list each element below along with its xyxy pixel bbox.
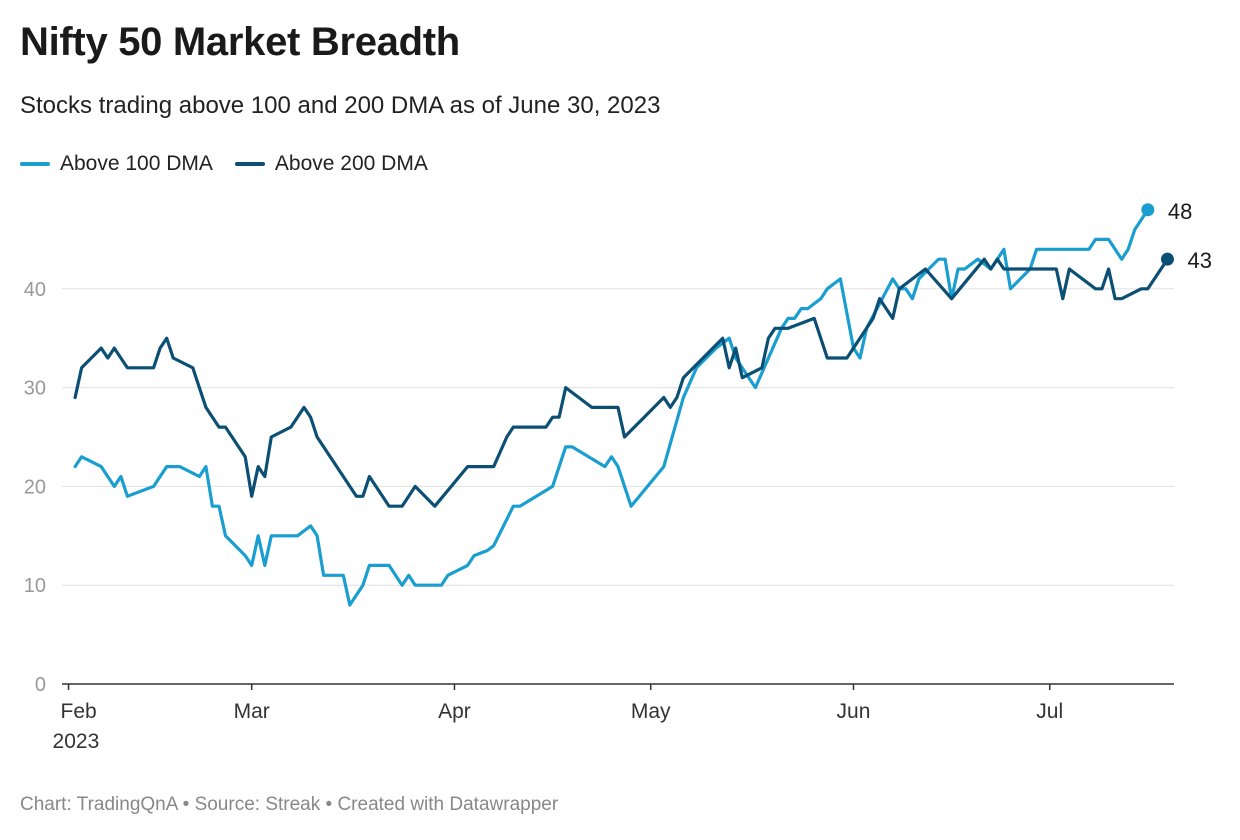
y-tick-label-10: 10 (24, 575, 46, 597)
series-line-above-200-dma (73, 257, 1170, 508)
legend-swatch-above-100 (20, 162, 50, 166)
chart-legend: Above 100 DMA Above 200 DMA (20, 152, 450, 176)
legend-swatch-above-200 (234, 162, 265, 166)
x-tick-label-mar: Mar (234, 700, 270, 723)
x-tick-label-apr: Apr (438, 700, 471, 723)
chart-title: Nifty 50 Market Breadth (20, 20, 460, 64)
y-tick-label-30: 30 (24, 378, 46, 400)
series-end-point-above-200-dma (1160, 252, 1174, 266)
x-tick-label-jul: Jul (1036, 700, 1063, 723)
x-tick-label-may: May (631, 700, 671, 723)
y-tick-label-40: 40 (24, 279, 46, 301)
legend-item-above-100: Above 100 DMA (20, 152, 213, 176)
legend-label-above-100: Above 100 DMA (60, 152, 213, 175)
legend-label-above-200: Above 200 DMA (274, 152, 428, 175)
x-tick-label-feb: Feb (61, 700, 97, 723)
series-end-label-above-200-dma: 43 (1187, 248, 1211, 273)
chart-footer: Chart: TradingQnA • Source: Streak • Cre… (20, 794, 559, 815)
y-tick-label-0: 0 (35, 674, 46, 696)
x-tick-sublabel-year: 2023 (53, 730, 100, 753)
series-end-point-above-100-dma (1141, 203, 1155, 217)
y-tick-label-20: 20 (24, 476, 46, 498)
x-tick-label-jun: Jun (837, 700, 871, 723)
chart-subtitle: Stocks trading above 100 and 200 DMA as … (20, 92, 661, 119)
series-end-label-above-100-dma: 48 (1168, 199, 1192, 224)
legend-item-above-200: Above 200 DMA (234, 152, 428, 176)
series-line-above-100-dma (73, 208, 1150, 607)
